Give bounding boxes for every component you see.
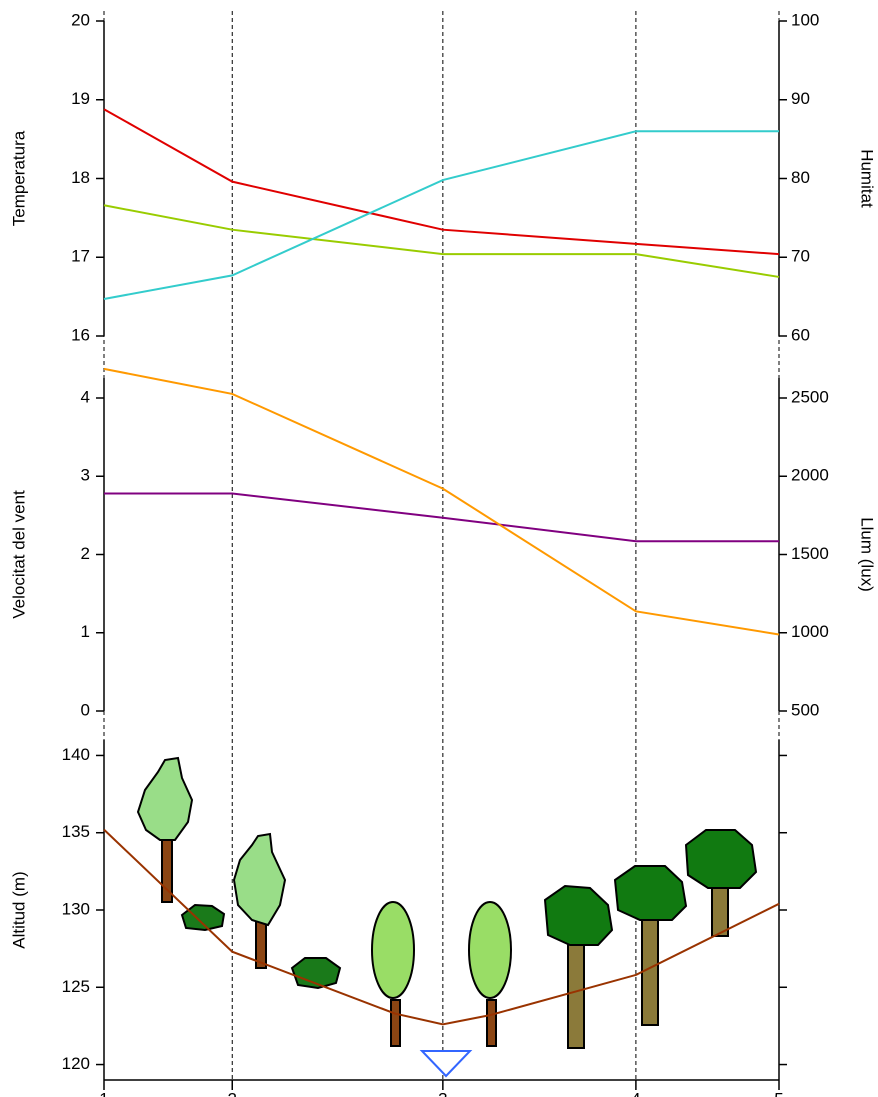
line [103, 828, 780, 1026]
plot: 16 17 18 19 20 60 70 80 90 100 Temperatura Humitat 0… [9, 10, 876, 1097]
y2-tick-label: 1500 [791, 544, 829, 563]
x-tick-label: 3 [438, 1089, 447, 1097]
y-tick-label: 18 [71, 168, 90, 187]
y-tick-label: 120 [62, 1054, 90, 1073]
y2-tick-label: 90 [791, 89, 810, 108]
y2-tick-label: 80 [791, 168, 810, 187]
y2-tick-label: 2000 [791, 466, 829, 485]
x-tick-label: 5 [774, 1089, 783, 1097]
y-axis-label: Altitud (m) [9, 871, 28, 948]
y-tick-label: 20 [71, 10, 90, 29]
y-tick-label: 4 [81, 387, 90, 406]
y2-tick-label: 1000 [791, 622, 829, 641]
line [103, 204, 780, 278]
y-tick-label: 140 [62, 745, 90, 764]
x-tick-label: 4 [631, 1089, 640, 1097]
y2-axis-label: Llum (lux) [858, 517, 877, 592]
line [103, 130, 779, 300]
y2-tick-label: 70 [791, 247, 810, 266]
x-tick-label: 1 [99, 1089, 108, 1097]
y-tick-label: 17 [71, 247, 90, 266]
y-tick-label: 1 [81, 622, 90, 641]
y2-tick-label: 2500 [791, 387, 829, 406]
y-tick-label: 0 [81, 700, 90, 719]
y-tick-label: 135 [62, 822, 90, 841]
vegetation [136, 756, 758, 1078]
y-tick-label: 2 [81, 544, 90, 563]
y-axis-label: Temperatura [9, 130, 28, 226]
y-tick-label: 19 [71, 89, 90, 108]
line [104, 492, 779, 543]
y-tick-label: 3 [81, 466, 90, 485]
y-tick-label: 130 [62, 899, 90, 918]
line [103, 367, 780, 636]
line [103, 108, 780, 256]
y-tick-label: 16 [71, 325, 90, 344]
y2-tick-label: 100 [791, 10, 819, 29]
y2-axis-label: Humitat [858, 149, 877, 208]
y2-tick-label: 500 [791, 700, 819, 719]
x-tick-label: 2 [228, 1089, 237, 1097]
y-axis-label: Velocitat del vent [9, 490, 28, 619]
y-tick-label: 125 [62, 977, 90, 996]
y2-tick-label: 60 [791, 325, 810, 344]
